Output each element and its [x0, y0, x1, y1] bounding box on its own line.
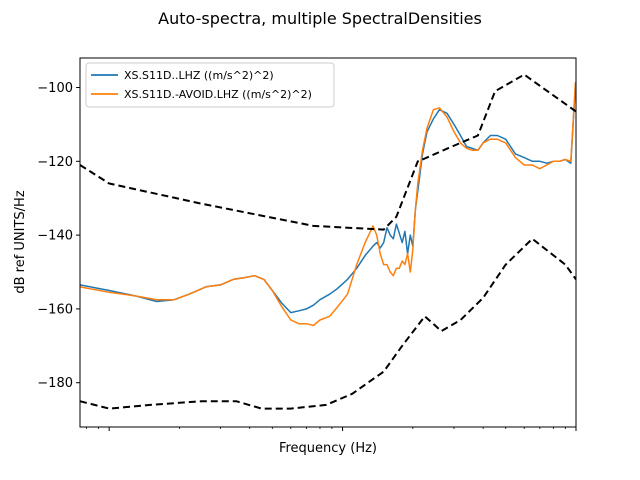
legend: XS.S11D..LHZ ((m/s^2)^2) XS.S11D.-AVOID.L… — [85, 62, 335, 108]
reference-line-3 — [80, 237, 576, 410]
legend-label: XS.S11D..LHZ ((m/s^2)^2) — [124, 69, 274, 82]
y-tick-label: −180 — [37, 376, 73, 391]
reference-line-2 — [80, 73, 576, 231]
series-layer — [80, 73, 576, 410]
y-tick-label: −120 — [37, 155, 73, 170]
legend-box — [85, 62, 335, 108]
x-axis-label: Frequency (Hz) — [279, 441, 377, 456]
y-tick-label: −100 — [37, 81, 73, 96]
y-axis: −100 −120 −140 −160 −180 — [37, 81, 80, 391]
y-axis-label: dB ref UNITS/Hz — [13, 190, 28, 293]
y-tick-label: −140 — [37, 229, 73, 244]
x-axis — [86, 427, 577, 431]
y-tick-label: −160 — [37, 302, 73, 317]
series-line-1 — [80, 81, 576, 327]
legend-label: XS.S11D.-AVOID.LHZ ((m/s^2)^2) — [124, 88, 312, 101]
plot-frame — [79, 57, 577, 428]
series-line-0 — [80, 83, 576, 314]
chart-title: Auto-spectra, multiple SpectralDensities — [158, 9, 482, 28]
